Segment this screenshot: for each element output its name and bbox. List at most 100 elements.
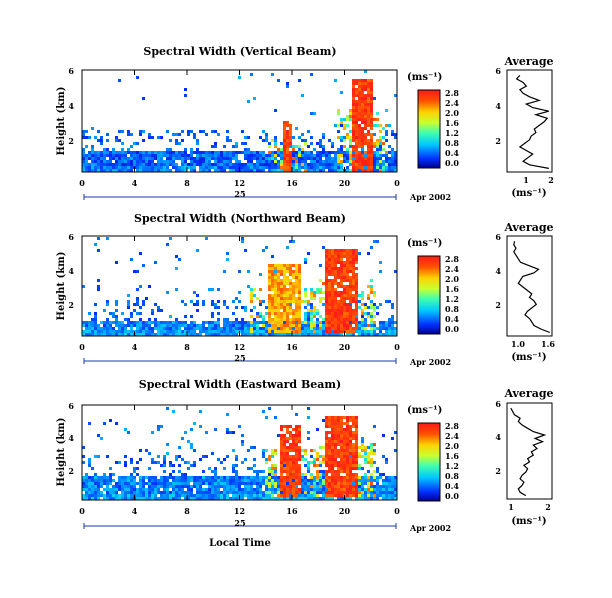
heatmap-cell [271,157,274,160]
heatmap-cell [124,491,127,494]
heatmap-cell [145,449,148,452]
heatmap-cell [124,333,127,336]
heatmap-cell [139,330,142,333]
heatmap-cell [298,157,301,160]
heatmap-cell [157,154,160,157]
heatmap-cell [193,479,196,482]
heatmap-cell [232,464,235,467]
heatmap-cell [346,318,349,321]
heatmap-cell [367,100,370,103]
heatmap-cell [289,482,292,485]
heatmap-cell [94,318,97,321]
heatmap-cell [121,324,124,327]
heatmap-cell [334,166,337,169]
heatmap-cell [376,306,379,309]
heatmap-cell [187,485,190,488]
heatmap-cell [352,473,355,476]
heatmap-cell [310,166,313,169]
heatmap-cell [136,497,139,500]
heatmap-cell [166,333,169,336]
heatmap-cell [121,488,124,491]
heatmap-cell [109,494,112,497]
heatmap-cell [232,497,235,500]
heatmap-cell [151,476,154,479]
heatmap-cell [205,479,208,482]
heatmap-cell [364,482,367,485]
heatmap-cell [355,285,358,288]
heatmap-cell [319,488,322,491]
heatmap-cell [283,443,286,446]
heatmap-cell [322,321,325,324]
heatmap-cell [115,166,118,169]
heatmap-cell [274,482,277,485]
heatmap-cell [211,330,214,333]
heatmap-cell [328,446,331,449]
heatmap-cell [307,169,310,172]
heatmap-cell [334,431,337,434]
heatmap-cell [355,419,358,422]
heatmap-cell [235,479,238,482]
colorbar-tick: 0.0 [445,158,459,168]
heatmap-cell [298,291,301,294]
heatmap-cell [361,321,364,324]
heatmap-cell [169,464,172,467]
heatmap-cell [139,327,142,330]
heatmap-cell [349,458,352,461]
heatmap-cell [112,497,115,500]
heatmap-cell [259,330,262,333]
heatmap-cell [202,455,205,458]
heatmap-cell [280,312,283,315]
heatmap-cell [163,488,166,491]
heatmap-cell [295,476,298,479]
heatmap-cell [358,294,361,297]
heatmap-cell [325,282,328,285]
heatmap-cell [94,333,97,336]
heatmap-cell [328,333,331,336]
heatmap-cell [256,312,259,315]
heatmap-cell [319,473,322,476]
heatmap-cell [364,169,367,172]
heatmap-cell [157,157,160,160]
heatmap-cell [367,106,370,109]
heatmap-cell [115,324,118,327]
heatmap-cell [334,473,337,476]
heatmap-cell [196,151,199,154]
heatmap-cell [103,163,106,166]
heatmap-cell [280,494,283,497]
heatmap-cell [217,306,220,309]
heatmap-cell [298,321,301,324]
heatmap-cell [274,452,277,455]
heatmap-cell [133,479,136,482]
colorbar-tick: 0.4 [445,148,459,158]
heatmap-cell [214,151,217,154]
heatmap-cell [226,160,229,163]
heatmap-cell [196,333,199,336]
heatmap-cell [370,154,373,157]
heatmap-cell [346,479,349,482]
heatmap-cell [349,139,352,142]
heatmap-cell [322,145,325,148]
heatmap-cell [244,306,247,309]
heatmap-cell [364,151,367,154]
heatmap-cell [394,476,397,479]
heatmap-cell [94,455,97,458]
heatmap-cell [193,485,196,488]
heatmap-cell [202,494,205,497]
heatmap-cell [286,267,289,270]
heatmap-cell [349,473,352,476]
heatmap-cell [109,327,112,330]
date-label: Apr 2002 [409,523,451,533]
heatmap-cell [358,333,361,336]
heatmap-cell [280,425,283,428]
heatmap-cell [367,88,370,91]
heatmap-cell [223,497,226,500]
heatmap-cell [331,249,334,252]
heatmap-cell [376,139,379,142]
heatmap-cell [295,279,298,282]
heatmap-cell [238,76,241,79]
heatmap-cell [211,327,214,330]
heatmap-cell [307,315,310,318]
heatmap-cell [169,315,172,318]
heatmap-cell [385,300,388,303]
heatmap-cell [331,288,334,291]
